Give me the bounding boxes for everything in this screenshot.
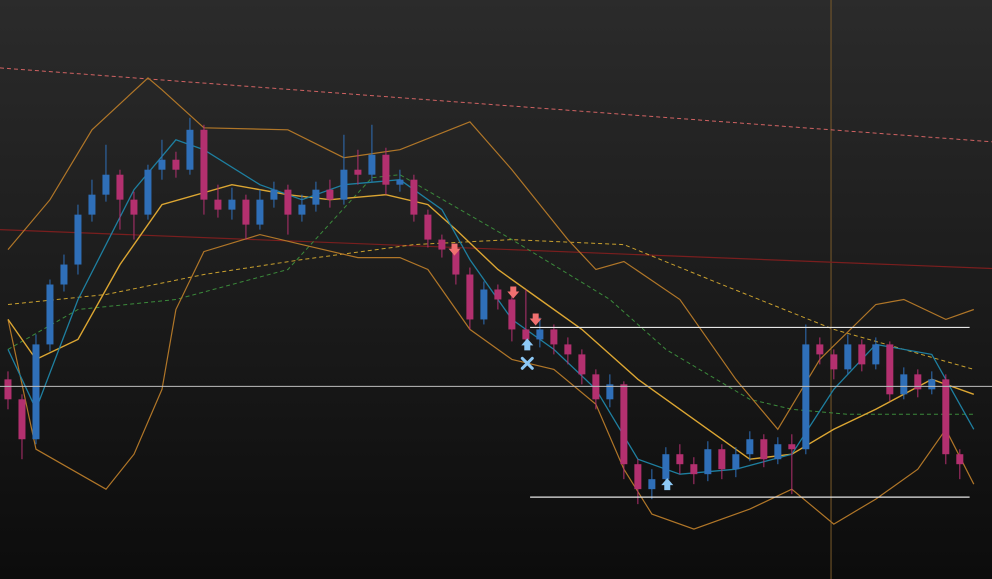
candle-body — [732, 454, 740, 470]
candle-body — [816, 344, 824, 355]
candle-body — [802, 344, 810, 450]
candle-body — [396, 179, 404, 185]
candle-body — [830, 354, 838, 370]
sell-signal — [507, 286, 520, 299]
candle-body — [158, 159, 166, 170]
candle-body — [494, 289, 502, 300]
candle-body — [4, 379, 12, 400]
candle-body — [326, 189, 334, 200]
candle-body — [298, 204, 306, 215]
sell-signal — [448, 243, 461, 256]
candle-body — [116, 174, 124, 200]
candle-body — [130, 199, 138, 215]
candle-body — [760, 439, 768, 460]
candle-body — [872, 344, 880, 365]
candle-body — [718, 449, 726, 470]
indicator-line — [0, 67, 992, 143]
sell-signal — [529, 313, 542, 326]
candle-body — [676, 454, 684, 465]
candle-body — [32, 344, 40, 440]
candle-body — [844, 344, 852, 370]
candle-body — [46, 284, 54, 345]
candle-body — [704, 449, 712, 475]
indicator-line — [0, 229, 992, 270]
candle-body — [424, 214, 432, 240]
candle-body — [102, 174, 110, 195]
candle-body — [438, 239, 446, 250]
candle-body — [452, 249, 460, 275]
candle-body — [900, 374, 908, 395]
candle-body — [564, 344, 572, 355]
candle-body — [788, 444, 796, 450]
indicator-line — [7, 233, 975, 530]
candle-body — [18, 399, 26, 440]
candle-body — [536, 329, 544, 340]
candle-body — [228, 199, 236, 210]
candle-body — [648, 479, 656, 490]
candle-body — [172, 159, 180, 170]
candle-body — [508, 299, 516, 330]
candle-body — [270, 189, 278, 200]
candle-body — [284, 189, 292, 215]
buy-signal — [661, 478, 674, 491]
candle-body — [200, 129, 208, 200]
candle-body — [312, 189, 320, 205]
candle-body — [466, 274, 474, 320]
candle-body — [340, 169, 348, 200]
candle-body — [522, 329, 530, 340]
exit-signal — [520, 356, 534, 370]
candle-body — [620, 384, 628, 465]
indicator-line — [7, 77, 975, 431]
candle-body — [550, 329, 558, 345]
candle-body — [914, 374, 922, 390]
candle-body — [480, 289, 488, 320]
indicator-line — [7, 174, 974, 415]
candle-body — [410, 179, 418, 215]
candle-body — [354, 169, 362, 175]
candle-body — [774, 444, 782, 460]
candle-body — [606, 384, 614, 400]
candle-body — [144, 169, 152, 215]
candle-body — [746, 439, 754, 455]
candle-body — [578, 354, 586, 375]
candle-body — [634, 464, 642, 490]
candle-body — [242, 199, 250, 225]
candle-body — [186, 129, 194, 170]
candle-body — [956, 454, 964, 465]
candle-body — [60, 264, 68, 285]
candle-body — [74, 214, 82, 265]
candle-body — [368, 154, 376, 175]
candle-body — [858, 344, 866, 365]
candle-body — [88, 194, 96, 215]
candle-body — [382, 154, 390, 185]
candle-body — [942, 379, 950, 455]
indicator-line — [7, 183, 975, 460]
buy-signal — [521, 338, 534, 351]
candle-body — [662, 454, 670, 480]
candle-body — [886, 344, 894, 395]
candle-body — [928, 379, 936, 390]
candle-body — [214, 199, 222, 210]
candle-body — [690, 464, 698, 475]
candle-body — [256, 199, 264, 225]
indicator-line — [7, 239, 974, 370]
